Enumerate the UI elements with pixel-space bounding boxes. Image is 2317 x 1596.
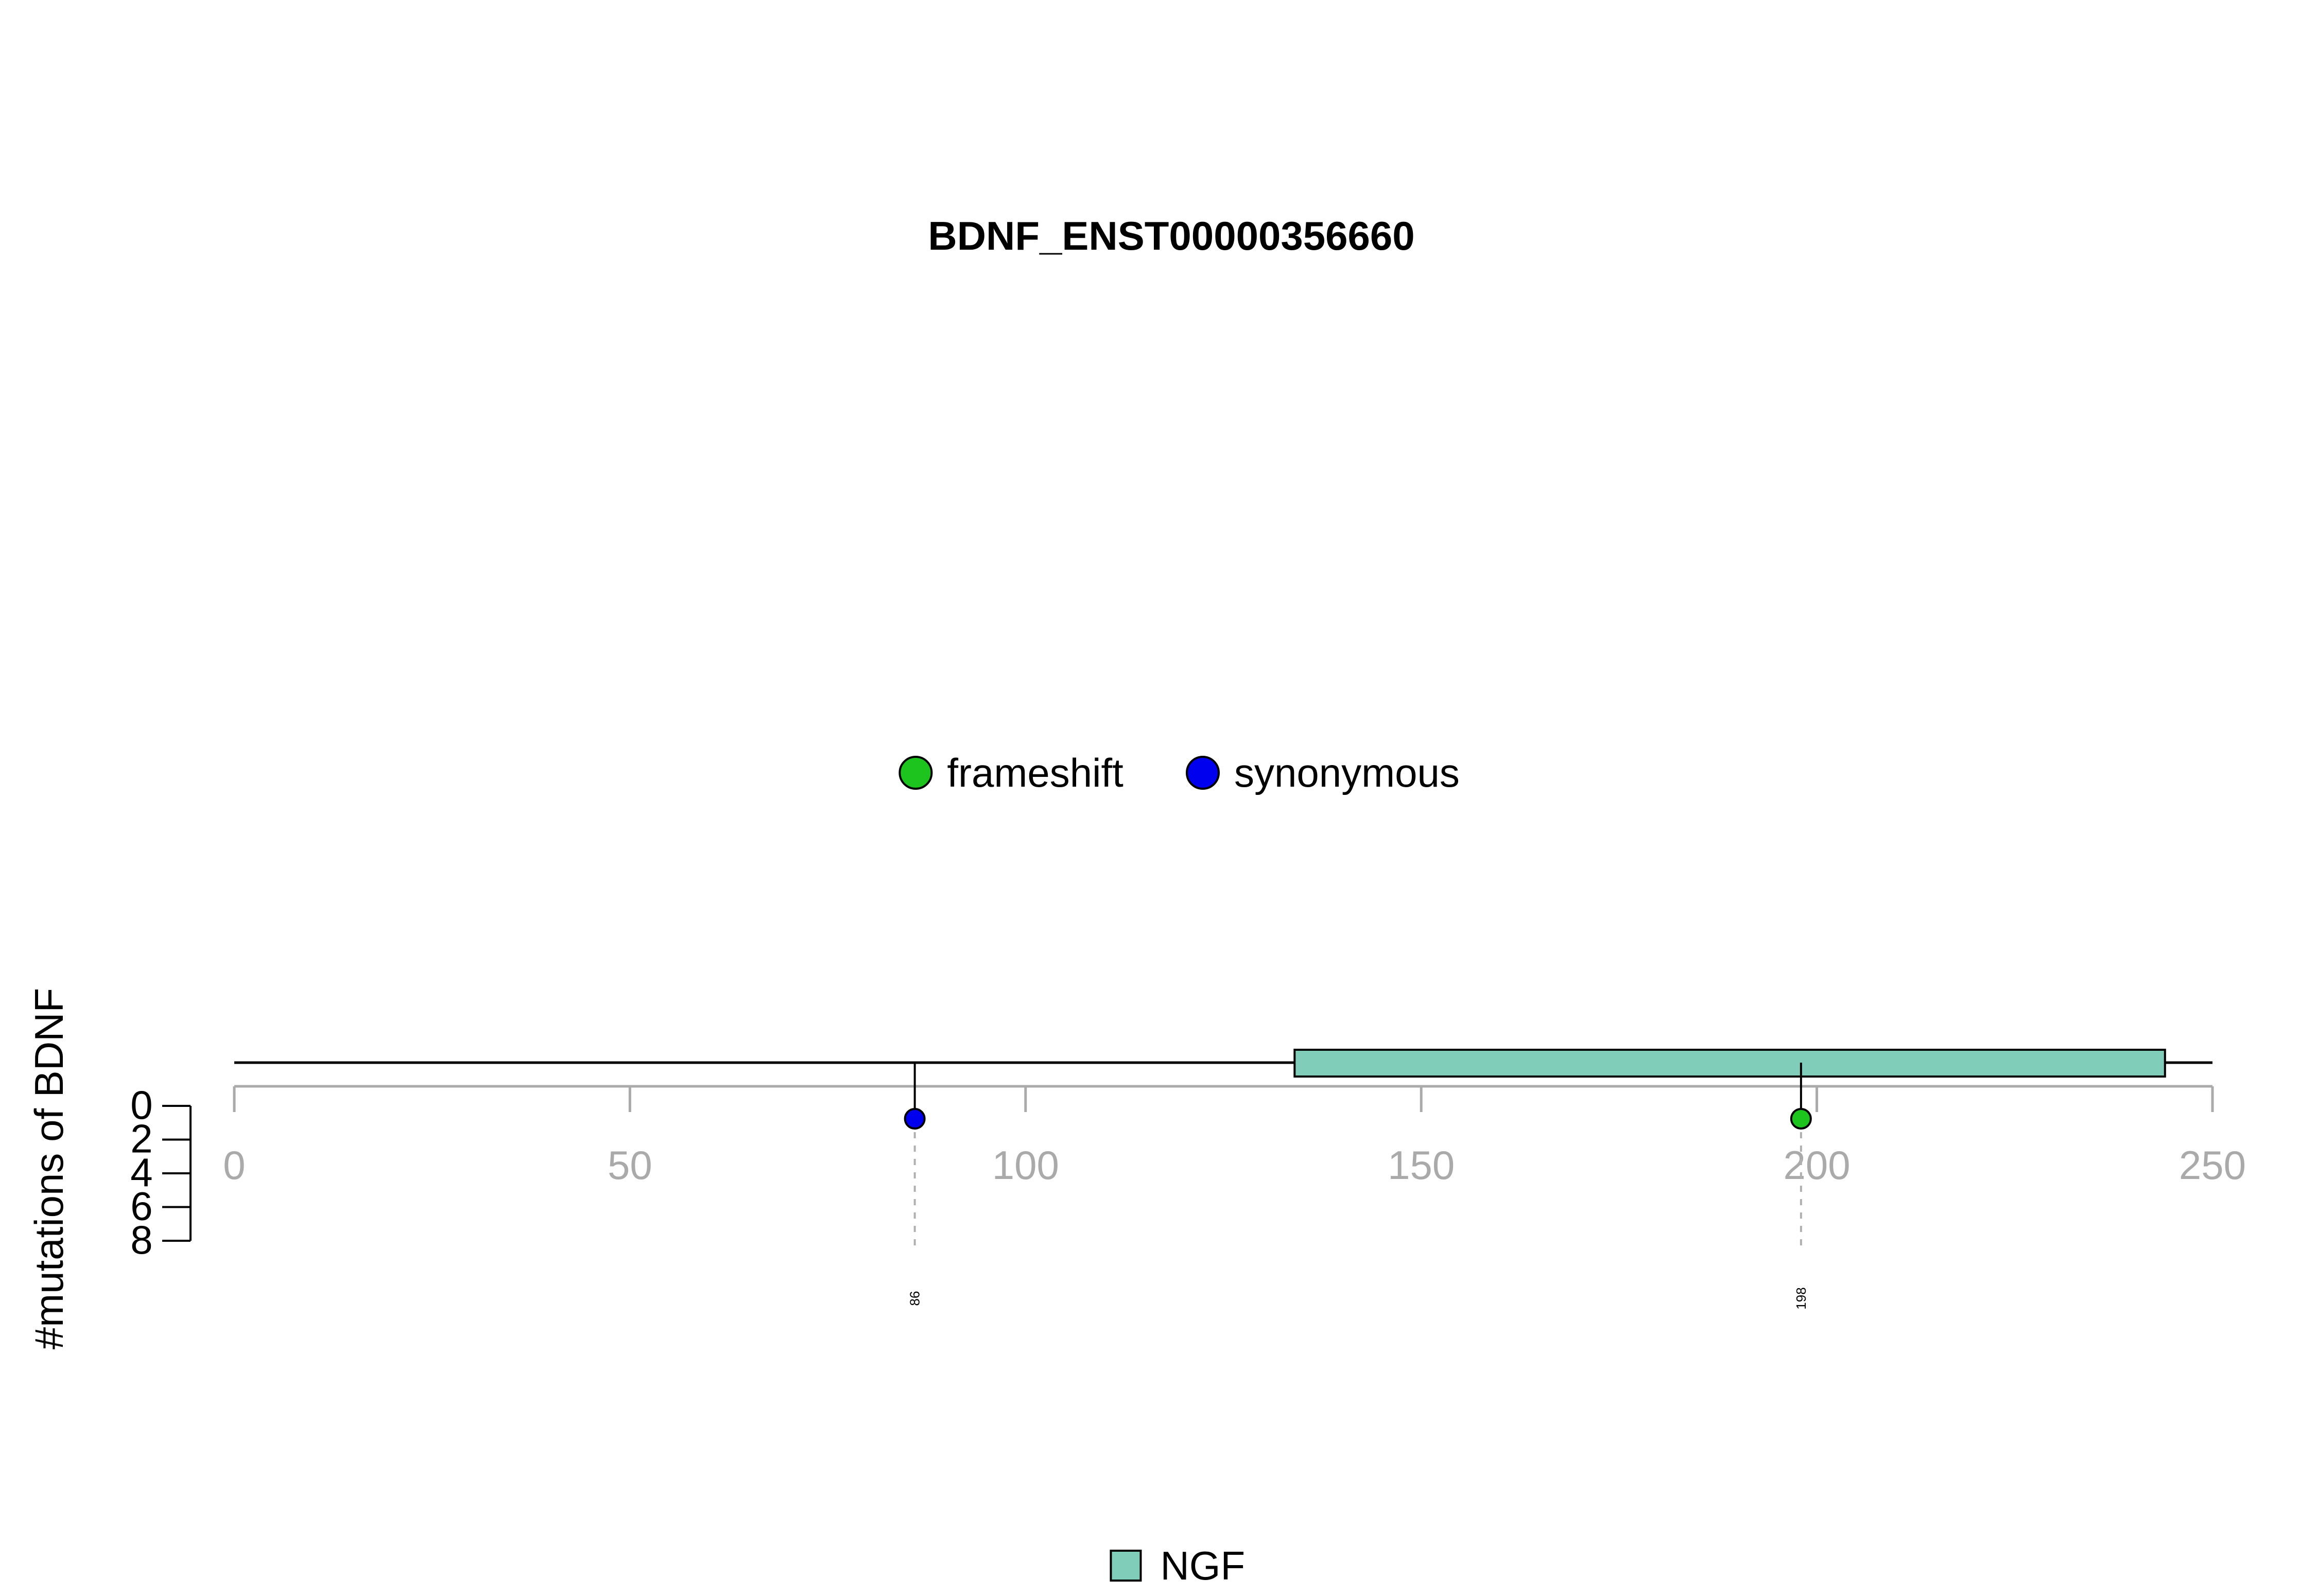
mutation-lollipops: 86 198 (904, 1063, 1812, 1310)
domain-NGF (1293, 1049, 2166, 1078)
domain-track (1293, 1049, 2166, 1078)
y-tick-label-6: 6 (130, 1184, 152, 1229)
x-tick-label-50: 50 (608, 1142, 652, 1188)
legend-label-synonymous: synonymous (1234, 750, 1460, 795)
y-tick-label-8: 8 (130, 1217, 152, 1262)
legend-marker-frameshift (898, 756, 933, 790)
chart-title: BDNF_ENST00000356660 (928, 213, 1414, 258)
y-tick-label-0: 0 (130, 1082, 152, 1127)
domain-legend-label-NGF: NGF (1160, 1543, 1245, 1588)
legend-label-frameshift: frameshift (947, 750, 1123, 795)
x-tick-label-0: 0 (223, 1142, 245, 1188)
x-tick-label-100: 100 (992, 1142, 1059, 1188)
x-tick-label-150: 150 (1388, 1142, 1455, 1188)
x-tick-label-250: 250 (2179, 1142, 2246, 1188)
mutation-point-86 (904, 1108, 926, 1130)
mutation-legend: frameshift synonymous (898, 750, 1460, 795)
y-tick-label-4: 4 (130, 1150, 152, 1195)
mutation-point-198 (1790, 1108, 1812, 1130)
x-axis: 0 50 100 150 200 250 (223, 1085, 2246, 1188)
mutation-label-86: 86 (907, 1291, 923, 1306)
x-tick-label-200: 200 (1784, 1142, 1851, 1188)
mutation-label-198: 198 (1793, 1287, 1809, 1309)
domain-legend: NGF (1110, 1543, 1245, 1588)
domain-legend-swatch-NGF (1110, 1550, 1142, 1582)
y-axis-label: #mutations of BDNF (26, 988, 72, 1349)
legend-marker-synonymous (1186, 756, 1220, 790)
y-tick-label-2: 2 (130, 1116, 152, 1161)
